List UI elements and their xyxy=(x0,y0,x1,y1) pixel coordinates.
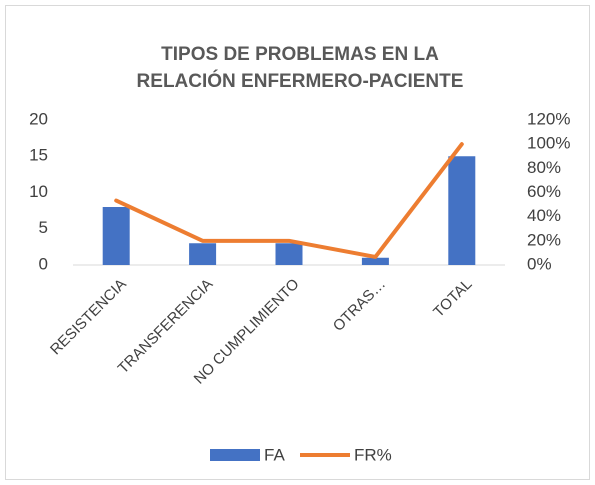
bar xyxy=(275,243,303,265)
y-tick-label: 15 xyxy=(29,146,48,165)
bar xyxy=(448,156,476,265)
y2-tick-label: 0% xyxy=(527,254,552,273)
y-tick-label: 10 xyxy=(29,182,48,201)
y2-tick-label: 100% xyxy=(527,134,570,153)
bar xyxy=(102,207,130,265)
y2-tick-label: 80% xyxy=(527,158,561,177)
chart-title: RELACIÓN ENFERMERO-PACIENTE xyxy=(137,70,464,92)
bar xyxy=(361,257,389,265)
line xyxy=(114,142,464,259)
y2-tick-label: 20% xyxy=(527,230,561,249)
y2-tick-label: 60% xyxy=(527,182,561,201)
legend-label: FR% xyxy=(354,445,392,464)
y-tick-label: 0 xyxy=(39,254,48,273)
y2-tick-label: 120% xyxy=(527,109,570,128)
legend-swatch xyxy=(210,449,260,461)
bar xyxy=(189,243,217,265)
y-tick-label: 20 xyxy=(29,109,48,128)
legend-label: FA xyxy=(264,445,285,464)
y-tick-label: 5 xyxy=(39,218,48,237)
chart-title: TIPOS DE PROBLEMAS EN LA xyxy=(161,44,439,65)
y2-tick-label: 40% xyxy=(527,206,561,225)
